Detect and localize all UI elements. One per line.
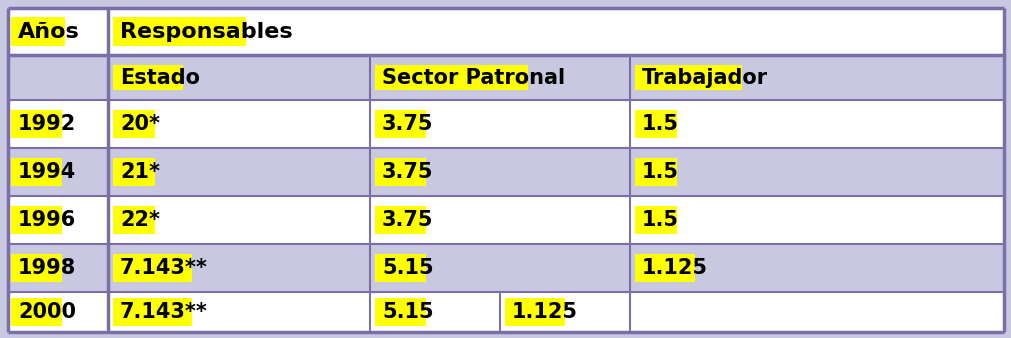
Bar (113, 111, 155, 138)
Bar (8, 100, 1003, 148)
Bar (113, 255, 192, 282)
Bar (11, 255, 62, 282)
Bar (8, 292, 1003, 332)
Text: 5.15: 5.15 (381, 302, 433, 322)
Text: Responsables: Responsables (120, 22, 292, 42)
Text: Años: Años (18, 22, 80, 42)
Bar (113, 65, 183, 90)
Text: Estado: Estado (120, 68, 200, 88)
Text: 20*: 20* (120, 114, 160, 134)
Bar (8, 55, 1003, 100)
Bar (375, 111, 426, 138)
Bar (375, 207, 426, 234)
Bar (375, 298, 426, 325)
Bar (634, 65, 741, 90)
Bar (504, 298, 565, 325)
Bar (375, 255, 426, 282)
Bar (11, 298, 62, 325)
Text: 2000: 2000 (18, 302, 76, 322)
Bar (8, 196, 1003, 244)
Bar (8, 244, 1003, 292)
Bar (634, 207, 676, 234)
Text: 7.143**: 7.143** (120, 302, 207, 322)
Bar (11, 159, 62, 186)
Bar (375, 159, 426, 186)
Bar (8, 8, 1003, 55)
Bar (113, 17, 246, 46)
Bar (634, 111, 676, 138)
Text: 3.75: 3.75 (381, 210, 433, 230)
Bar (113, 159, 155, 186)
Bar (8, 148, 1003, 196)
Text: 1.125: 1.125 (641, 258, 708, 278)
Text: 1994: 1994 (18, 162, 76, 182)
Text: 1.5: 1.5 (641, 210, 678, 230)
Text: Sector Patronal: Sector Patronal (381, 68, 564, 88)
Bar (11, 17, 65, 46)
Bar (375, 65, 528, 90)
Text: 21*: 21* (120, 162, 160, 182)
Bar (634, 159, 676, 186)
Text: 3.75: 3.75 (381, 114, 433, 134)
Text: Trabajador: Trabajador (641, 68, 767, 88)
Bar (113, 298, 192, 325)
Text: 7.143**: 7.143** (120, 258, 207, 278)
Text: 22*: 22* (120, 210, 160, 230)
Bar (11, 207, 62, 234)
Bar (634, 255, 695, 282)
Text: 1992: 1992 (18, 114, 76, 134)
Text: 3.75: 3.75 (381, 162, 433, 182)
Text: 1.125: 1.125 (512, 302, 577, 322)
Text: 1996: 1996 (18, 210, 76, 230)
Text: 1.5: 1.5 (641, 162, 678, 182)
Text: 1.5: 1.5 (641, 114, 678, 134)
Text: 1998: 1998 (18, 258, 76, 278)
Bar (113, 207, 155, 234)
Text: 5.15: 5.15 (381, 258, 433, 278)
Bar (11, 111, 62, 138)
